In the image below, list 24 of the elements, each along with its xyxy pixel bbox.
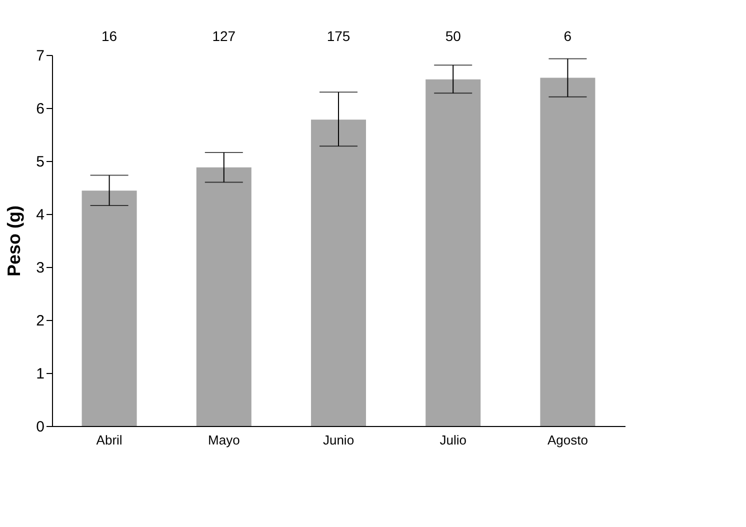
x-tick-label: Abril (96, 432, 122, 448)
y-tick-label: 5 (36, 154, 44, 170)
y-tick-label: 6 (36, 100, 44, 118)
y-tick-label: 2 (36, 312, 44, 330)
text: 127 (212, 28, 236, 44)
text: 50 (445, 28, 462, 44)
bar (196, 167, 252, 426)
x-tick-label: Mayo (208, 432, 240, 448)
text: 6 (564, 28, 572, 44)
y-tick-label: 7 (36, 48, 44, 64)
bar (540, 78, 596, 426)
x-tick-label: Agosto (547, 432, 588, 448)
bar (82, 190, 137, 426)
x-tick-label: Junio (322, 432, 354, 448)
y-tick-label: 3 (36, 260, 44, 276)
text: 175 (326, 28, 350, 44)
bar (426, 79, 481, 426)
y-tick-label: 0 (36, 418, 44, 436)
x-tick-label: Julio (440, 432, 466, 448)
text: 16 (102, 28, 118, 44)
y-axis-title: Peso (g) (4, 205, 24, 277)
bar (310, 120, 366, 426)
y-tick-label: 4 (36, 206, 44, 224)
y-tick-label: 1 (36, 366, 44, 382)
